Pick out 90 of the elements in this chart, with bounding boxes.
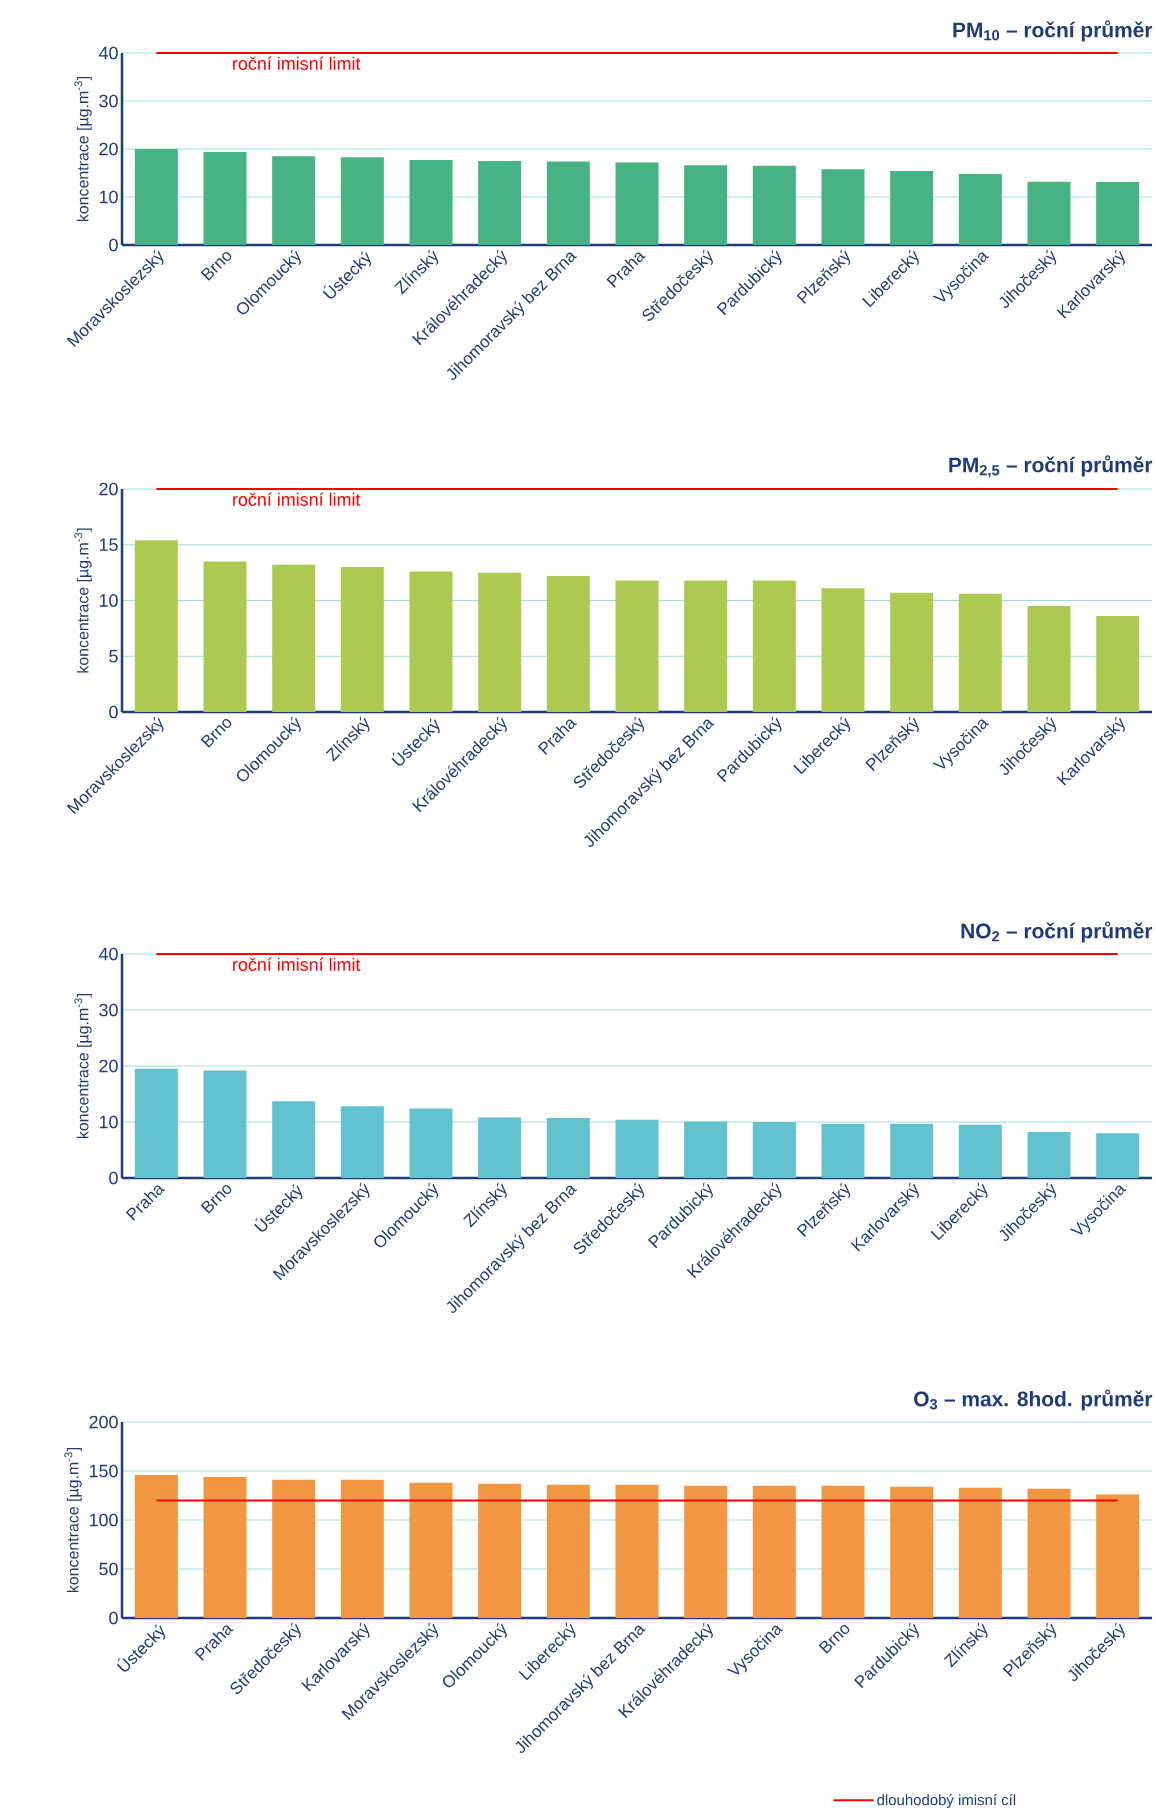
bar xyxy=(1027,1132,1071,1179)
bar xyxy=(203,1070,247,1179)
bar xyxy=(821,1485,865,1619)
chart-title: NO$_{2}$ – roční průměr xyxy=(961,921,1153,943)
y-tick-label: 10 xyxy=(99,594,118,607)
bar xyxy=(958,1487,1002,1619)
chart-title: PM$_{10}$ – roční průměr xyxy=(953,20,1153,42)
bar xyxy=(409,571,453,713)
bar xyxy=(272,1479,316,1619)
y-tick-label: 0 xyxy=(109,1611,118,1625)
bar xyxy=(958,593,1002,713)
bar xyxy=(409,1482,453,1619)
ref-line-label: roční imisní limit xyxy=(233,957,361,971)
y-tick-label: 30 xyxy=(99,1003,118,1017)
bar xyxy=(821,169,865,246)
bar xyxy=(203,151,247,246)
bar xyxy=(615,580,659,713)
bar xyxy=(134,1068,178,1179)
bar xyxy=(272,1101,316,1179)
bar xyxy=(272,156,316,246)
y-axis-title: koncentrace [µg.m$^{-3}$] xyxy=(74,528,92,673)
bar xyxy=(478,1117,522,1179)
y-tick-label: 10 xyxy=(99,1115,118,1129)
bar xyxy=(546,1484,590,1619)
bar xyxy=(134,540,178,713)
bar xyxy=(890,1486,934,1619)
bar xyxy=(272,564,316,713)
y-tick-label: 30 xyxy=(99,94,118,108)
bar xyxy=(958,173,1002,246)
bar xyxy=(684,580,728,713)
bar xyxy=(752,1122,796,1179)
bar xyxy=(203,561,247,713)
chart-title: O$_{3}$ – max. 8hod. průměr xyxy=(914,1389,1153,1411)
bar xyxy=(890,592,934,713)
bar xyxy=(752,1485,796,1619)
y-axis-title: koncentrace [µg.m$^{-3}$] xyxy=(74,76,92,222)
bar xyxy=(409,160,453,246)
y-tick-label: 15 xyxy=(99,538,118,552)
y-tick-label: 50 xyxy=(99,1562,118,1576)
bar xyxy=(684,1121,728,1179)
bar xyxy=(478,572,522,713)
y-tick-label: 100 xyxy=(90,1513,118,1527)
bar xyxy=(1027,181,1071,246)
bar xyxy=(134,1474,178,1619)
bar xyxy=(340,157,384,246)
bar xyxy=(478,1483,522,1619)
chart-title: PM$_{2,5}$ – roční průměr xyxy=(949,455,1153,478)
bar xyxy=(821,1123,865,1179)
bar xyxy=(409,1108,453,1179)
y-tick-label: 40 xyxy=(99,947,118,961)
bar xyxy=(890,1123,934,1179)
bar xyxy=(958,1124,1002,1179)
y-tick-label: 20 xyxy=(99,142,118,156)
y-tick-label: 20 xyxy=(99,1059,118,1073)
bar xyxy=(546,1118,590,1179)
bar xyxy=(1096,616,1140,713)
bar xyxy=(1027,1488,1071,1619)
ref-line-label: roční imisní limit xyxy=(233,56,361,70)
y-tick-label: 10 xyxy=(99,190,118,204)
bar xyxy=(546,575,590,713)
bar xyxy=(615,162,659,246)
y-tick-label: 0 xyxy=(109,1171,118,1185)
bar xyxy=(1096,1494,1140,1619)
bar xyxy=(821,588,865,713)
y-axis-title: koncentrace [µg.m$^{-3}$] xyxy=(74,994,92,1139)
bar xyxy=(615,1119,659,1179)
bar xyxy=(203,1476,247,1619)
y-tick-label: 150 xyxy=(90,1464,118,1478)
bar xyxy=(340,1106,384,1179)
bar xyxy=(1027,606,1071,713)
ref-line-label: roční imisní limit xyxy=(233,492,361,506)
bar xyxy=(684,165,728,246)
bar xyxy=(478,161,522,246)
bar xyxy=(1096,182,1140,246)
bar xyxy=(340,567,384,713)
legend-label: dlouhodobý imisní cíl xyxy=(877,1794,1016,1809)
bar xyxy=(340,1479,384,1619)
bar xyxy=(752,580,796,713)
bar xyxy=(684,1485,728,1619)
bar xyxy=(890,171,934,246)
y-axis-title: koncentrace [µg.m$^{-3}$] xyxy=(64,1448,82,1593)
bar xyxy=(546,161,590,246)
bar xyxy=(134,149,178,246)
bar xyxy=(1096,1133,1140,1179)
bar xyxy=(752,165,796,246)
y-tick-label: 40 xyxy=(99,46,118,60)
y-tick-label: 200 xyxy=(89,1415,118,1429)
bar xyxy=(615,1484,659,1619)
y-tick-label: 20 xyxy=(99,482,118,496)
y-tick-label: 5 xyxy=(109,650,118,663)
